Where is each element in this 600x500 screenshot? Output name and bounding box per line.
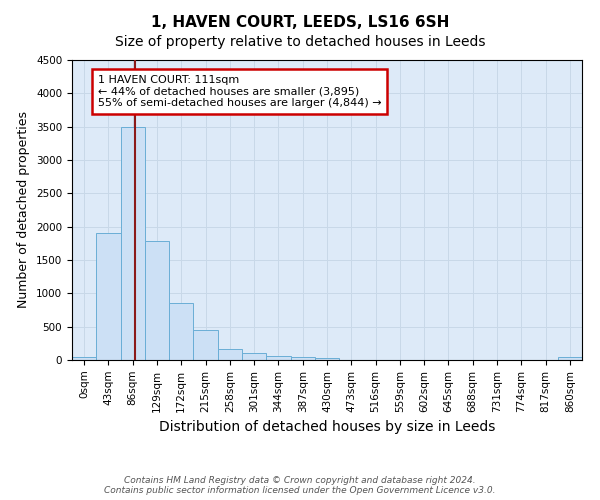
- Text: 1, HAVEN COURT, LEEDS, LS16 6SH: 1, HAVEN COURT, LEEDS, LS16 6SH: [151, 15, 449, 30]
- Bar: [72, 356, 96, 360]
- Bar: [145, 242, 169, 360]
- Bar: [315, 358, 339, 360]
- Bar: [96, 234, 121, 360]
- Text: Size of property relative to detached houses in Leeds: Size of property relative to detached ho…: [115, 35, 485, 49]
- X-axis label: Distribution of detached houses by size in Leeds: Distribution of detached houses by size …: [159, 420, 495, 434]
- Y-axis label: Number of detached properties: Number of detached properties: [17, 112, 31, 308]
- Bar: [218, 348, 242, 360]
- Bar: [558, 358, 582, 360]
- Bar: [242, 353, 266, 360]
- Bar: [290, 358, 315, 360]
- Bar: [169, 304, 193, 360]
- Bar: [266, 356, 290, 360]
- Text: Contains HM Land Registry data © Crown copyright and database right 2024.
Contai: Contains HM Land Registry data © Crown c…: [104, 476, 496, 495]
- Text: 1 HAVEN COURT: 111sqm
← 44% of detached houses are smaller (3,895)
55% of semi-d: 1 HAVEN COURT: 111sqm ← 44% of detached …: [97, 75, 381, 108]
- Bar: [193, 330, 218, 360]
- Bar: [121, 126, 145, 360]
